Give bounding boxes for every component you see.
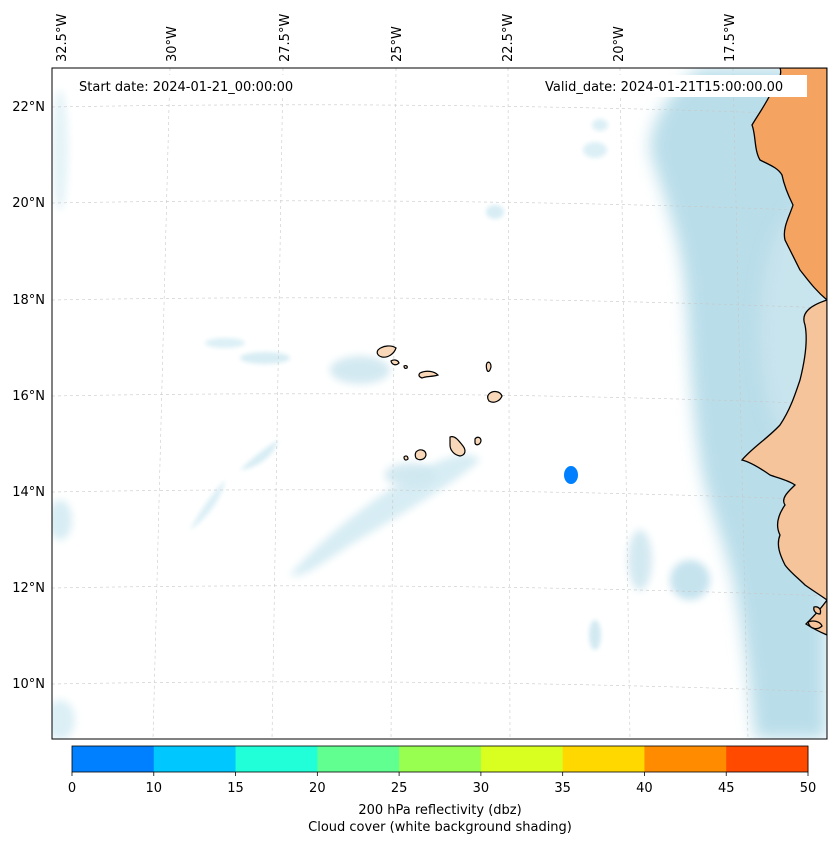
island-santiago: [449, 436, 466, 457]
colorbar-segment: [399, 746, 482, 772]
colorbar-frame: [71, 745, 809, 773]
island-santo-antao: [376, 345, 397, 358]
island-sao-nicolau: [418, 370, 440, 379]
cloud-band-mid: [240, 440, 278, 470]
cloud-patch: [52, 500, 72, 540]
cloud-patch: [670, 560, 710, 600]
longitude-labels: 32.5°W 30°W 27.5°W 25°W 22.5°W 20°W 17.5…: [55, 14, 738, 62]
land-north: [751, 68, 827, 301]
cloud-patch: [52, 90, 68, 210]
island-fogo: [414, 449, 427, 461]
island-maio: [474, 436, 482, 446]
lon-label: 25°W: [390, 26, 405, 62]
colorbar-tick-label: 35: [554, 781, 571, 796]
valid-date-annotation: Valid_date: 2024-01-21T15:00:00.00: [545, 80, 783, 95]
colorbar-tick-label: 30: [473, 781, 490, 796]
lat-label: 12°N: [12, 581, 45, 596]
cloud-patch: [240, 352, 290, 364]
colorbar-segment: [235, 746, 318, 772]
cloud-patch: [205, 338, 245, 348]
lat-label: 22°N: [12, 100, 45, 115]
latitude-labels: 22°N 20°N 18°N 16°N 14°N 12°N 10°N: [12, 100, 45, 692]
map-frame: [51, 67, 828, 740]
lat-label: 16°N: [12, 389, 45, 404]
colorbar-segment: [480, 746, 564, 772]
cloud-patch: [583, 142, 607, 158]
cloud-streak: [190, 480, 225, 530]
lon-label: 20°W: [612, 26, 627, 62]
colorbar-tick-label: 15: [227, 781, 244, 796]
colorbar-segment: [72, 746, 155, 772]
lat-label: 20°N: [12, 196, 45, 211]
colorbar-tick-label: 45: [718, 781, 735, 796]
cloud-patch: [592, 119, 608, 131]
map-panel: [52, 68, 827, 739]
colorbar-label: 200 hPa reflectivity (dbz): [358, 803, 521, 818]
land-south: [740, 299, 827, 601]
cloud-patch: [486, 205, 504, 219]
cloud-band-southwest: [290, 454, 480, 576]
lon-label: 17.5°W: [723, 14, 738, 62]
coastline: [740, 68, 827, 636]
island-sao-vicente: [390, 359, 400, 366]
cloud-patch: [52, 700, 75, 739]
lat-label: 14°N: [12, 485, 45, 500]
island-bijagos: [807, 620, 823, 630]
lat-label: 18°N: [12, 293, 45, 308]
lon-label: 27.5°W: [278, 14, 293, 62]
lat-label: 10°N: [12, 677, 45, 692]
colorbar-tick-label: 20: [309, 781, 326, 796]
island-boa-vista: [486, 390, 503, 403]
colorbar-segment: [644, 746, 727, 772]
lon-label: 32.5°W: [55, 14, 70, 62]
colorbar-tick-label: 40: [636, 781, 653, 796]
colorbar: 0 10 15 20 25 30 35 40 45 50 200 hPa reflectivity…: [68, 745, 817, 835]
island-sal: [485, 361, 492, 373]
lon-label: 22.5°W: [501, 14, 516, 62]
colorbar-tick-label: 0: [68, 781, 76, 796]
colorbar-segment: [726, 746, 809, 772]
cloud-patch: [385, 463, 435, 487]
colorbar-sublabel: Cloud cover (white background shading): [308, 820, 572, 835]
cloud-patch: [330, 356, 390, 384]
island-santa-luzia: [403, 365, 408, 369]
cape-verde-islands: [376, 345, 503, 461]
gridlines: [52, 68, 827, 739]
colorbar-segment: [317, 746, 400, 772]
island-brava: [403, 455, 409, 461]
island-bijagos: [813, 606, 822, 615]
reflectivity-cell: [564, 466, 578, 484]
cloud-patch: [589, 620, 601, 650]
lon-label: 30°W: [165, 26, 180, 62]
start-date-annotation: Start date: 2024-01-21_00:00:00: [79, 80, 293, 95]
colorbar-segment: [153, 746, 237, 772]
colorbar-tick-label: 50: [800, 781, 817, 796]
colorbar-segment: [562, 746, 645, 772]
cloud-patch: [628, 530, 652, 590]
colorbar-tick-label: 10: [146, 781, 163, 796]
colorbar-tick-label: 25: [391, 781, 408, 796]
